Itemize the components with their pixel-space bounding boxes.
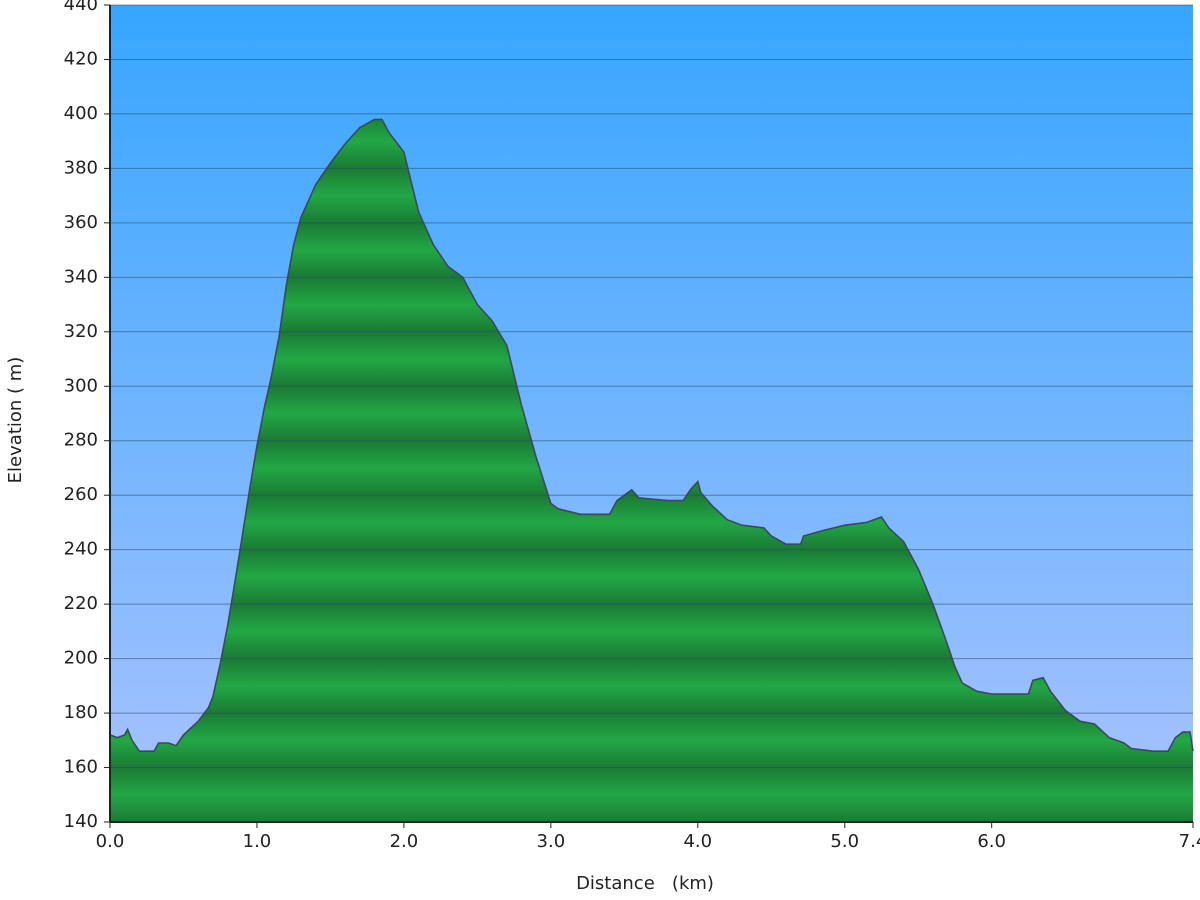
- x-axis-label: Distance (km): [576, 873, 714, 894]
- y-tick-label: 240: [64, 539, 98, 560]
- y-tick-label: 440: [64, 0, 98, 15]
- x-tick-label: 4.0: [683, 831, 712, 852]
- y-tick-label: 380: [64, 157, 98, 178]
- y-tick-label: 200: [64, 648, 98, 669]
- y-tick-label: 140: [64, 811, 98, 832]
- x-tick-label: 6.0: [977, 831, 1006, 852]
- y-tick-label: 220: [64, 593, 98, 614]
- elevation-area: [110, 119, 1193, 822]
- x-tick-label: 2.0: [390, 831, 419, 852]
- y-axis-label: Elevation ( m): [5, 357, 26, 484]
- y-tick-label: 180: [64, 702, 98, 723]
- x-tick-label: 3.0: [537, 831, 566, 852]
- x-tick-label: 7.4: [1179, 831, 1200, 852]
- y-tick-label: 320: [64, 321, 98, 342]
- y-tick-label: 300: [64, 375, 98, 396]
- x-tick-label: 1.0: [243, 831, 272, 852]
- y-tick-label: 160: [64, 757, 98, 778]
- y-tick-label: 260: [64, 484, 98, 505]
- y-tick-label: 360: [64, 212, 98, 233]
- y-tick-label: 400: [64, 103, 98, 124]
- y-tick-label: 280: [64, 430, 98, 451]
- y-tick-label: 420: [64, 48, 98, 69]
- x-tick-label: 0.0: [96, 831, 125, 852]
- y-tick-label: 340: [64, 266, 98, 287]
- x-tick-label: 5.0: [830, 831, 859, 852]
- elevation-line: [109, 118, 1194, 752]
